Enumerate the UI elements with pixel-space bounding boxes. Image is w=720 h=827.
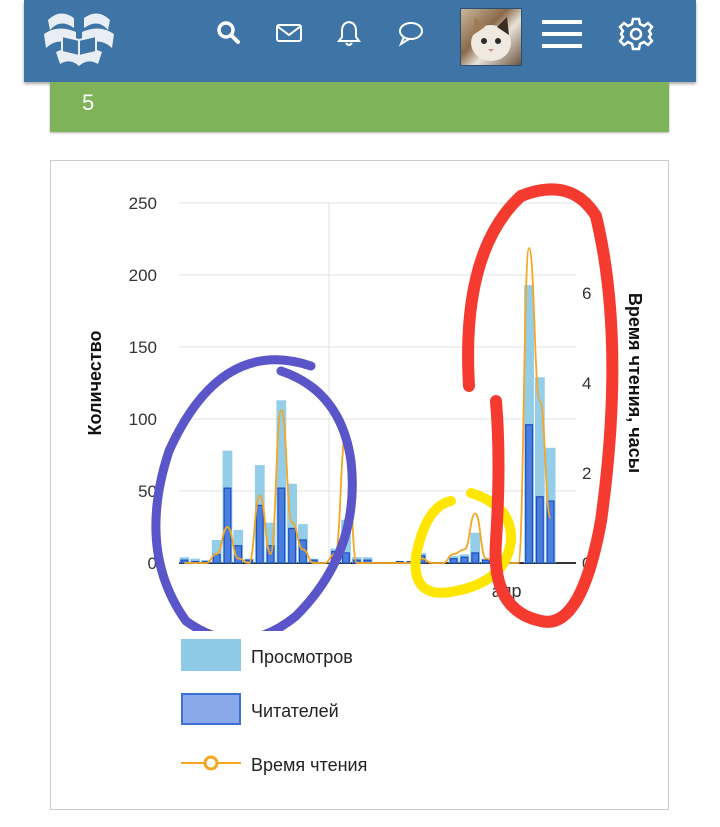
yellow-circle-annotation xyxy=(410,488,517,598)
readers-bar xyxy=(449,558,458,564)
chart-card: 250 200 150 100 50 0 8 6 4 2 0 Количество Время чтен… xyxy=(50,160,669,810)
y-tick-label: 0 xyxy=(148,554,157,573)
readers-bar xyxy=(223,487,232,564)
purple-circle-annotation xyxy=(151,355,357,645)
y-tick-label: 100 xyxy=(129,410,157,429)
chat-icon[interactable] xyxy=(396,18,426,48)
readers-bar xyxy=(460,556,469,564)
views-bar xyxy=(265,522,276,563)
views-bar xyxy=(276,400,287,563)
readers-bar xyxy=(482,559,490,564)
summary-banner: 5 xyxy=(50,82,669,132)
readers-bar xyxy=(546,500,555,564)
readers-bar xyxy=(535,496,544,564)
views-bar xyxy=(211,539,222,563)
menu-icon[interactable] xyxy=(540,16,584,52)
top-navbar xyxy=(24,0,696,82)
legend-label-views: Просмотров xyxy=(251,647,353,667)
site-logo-icon[interactable] xyxy=(38,6,120,74)
y2-tick-label: 6 xyxy=(582,284,591,303)
banner-value: 5 xyxy=(82,90,95,115)
legend-swatch-views xyxy=(181,639,241,671)
views-bar xyxy=(287,483,297,563)
readers-bar xyxy=(255,504,264,564)
red-circle-annotation xyxy=(462,183,619,628)
views-bar xyxy=(524,285,534,563)
gridlines xyxy=(179,202,576,564)
readers-bar xyxy=(288,527,297,564)
legend-item-reading-time[interactable]: Время чтения xyxy=(181,747,481,781)
y-axis-title: Количество xyxy=(85,331,105,436)
legend-swatch-readers xyxy=(181,693,241,725)
legend-swatch-reading-time xyxy=(181,755,241,771)
y2-tick-label: 2 xyxy=(582,464,591,483)
readers-bar xyxy=(341,552,350,564)
mail-icon[interactable] xyxy=(274,18,304,48)
legend-item-views[interactable]: Просмотров xyxy=(181,639,481,673)
views-bar xyxy=(470,532,481,563)
y-tick-label: 200 xyxy=(129,266,157,285)
readers-bar xyxy=(277,487,286,564)
views-bar xyxy=(534,377,545,563)
readers-bar xyxy=(471,552,480,564)
y-tick-label: 250 xyxy=(129,194,157,213)
search-icon[interactable] xyxy=(214,18,244,48)
readers-bar xyxy=(525,424,534,564)
y-tick-label: 150 xyxy=(129,338,157,357)
views-bar xyxy=(190,558,201,563)
legend-label-readers: Читателей xyxy=(251,701,339,721)
y2-tick-label: 4 xyxy=(582,374,591,393)
gear-icon[interactable] xyxy=(618,16,654,52)
y2-axis-title: Время чтения, часы xyxy=(625,293,645,473)
legend-item-readers[interactable]: Читателей xyxy=(181,693,481,727)
y-tick-label: 50 xyxy=(138,482,157,501)
avatar[interactable] xyxy=(460,8,522,66)
legend-label-reading-time: Время чтения xyxy=(251,755,368,775)
bell-icon[interactable] xyxy=(334,18,364,48)
